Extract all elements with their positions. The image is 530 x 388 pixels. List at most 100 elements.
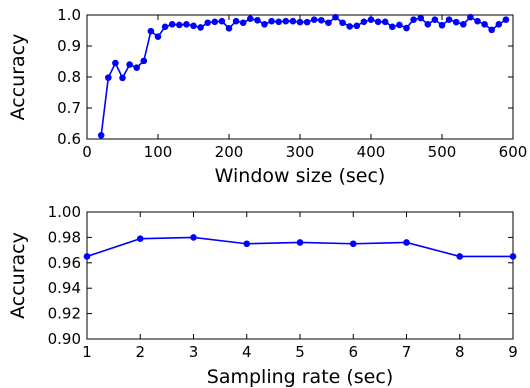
chart-2-data-point [403, 239, 410, 246]
chart-1-data-point [310, 16, 318, 23]
chart-1-data-point [396, 21, 403, 29]
chart-1-data-point [452, 18, 460, 26]
chart-2-x-tick-label: 9 [508, 343, 518, 361]
chart-1-data-point [296, 18, 304, 26]
chart-1-data-point [460, 21, 467, 28]
chart-1-y-tick-label: 1.0 [57, 6, 81, 24]
chart-2-data-point [190, 234, 197, 241]
chart-1-data-point [502, 16, 510, 23]
chart-1-x-tick-label: 600 [499, 143, 528, 161]
chart-1-data-point [239, 19, 247, 27]
chart-1-data-point [183, 21, 190, 28]
chart-1-series-line [100, 16, 507, 136]
chart-1-data-point [168, 21, 176, 28]
chart-1-data-point [97, 131, 105, 139]
chart-1-data-point [289, 17, 297, 25]
chart-2-x-tick-label: 6 [348, 343, 358, 361]
chart-1-data-point [197, 24, 204, 31]
chart-2-data-point [456, 253, 464, 260]
chart-1-data-point [417, 14, 425, 22]
chart-2-x-tick-label: 2 [135, 343, 145, 361]
chart-1-x-tick-label: 0 [82, 143, 92, 161]
chart-1-data-point [140, 57, 148, 65]
chart-2-x-tick-label: 5 [295, 343, 305, 361]
chart-2-x-tick-label: 1 [82, 343, 92, 361]
chart-2-y-tick-label: 0.98 [48, 228, 81, 246]
chart-1-y-tick-label: 0.6 [57, 130, 81, 148]
chart-2-data-point [243, 240, 251, 248]
chart-2-y-tick-label: 0.92 [48, 305, 81, 323]
chart-1-data-point [431, 16, 439, 23]
chart-1-x-tick-label: 200 [215, 143, 244, 161]
chart-1-data-point [254, 16, 261, 24]
chart-1-data-point [403, 24, 410, 32]
chart-1-x-tick-label: 400 [357, 143, 386, 161]
chart-2-plot-frame [86, 211, 514, 340]
chart-2-y-tick-label: 0.94 [48, 279, 81, 297]
chart-1-data-point [154, 33, 162, 41]
chart-1-data-point [147, 27, 155, 35]
chart-1-data-point [126, 61, 133, 68]
chart-1-data-point [360, 18, 368, 26]
chart-1-data-point [488, 26, 496, 34]
chart-2-data-point [296, 239, 304, 246]
chart-1-y-tick-label: 0.7 [57, 99, 81, 117]
chart-2-y-tick-label: 1.00 [48, 203, 81, 221]
chart-2-x-tick-label: 3 [189, 343, 199, 361]
chart-1-data-point [474, 17, 481, 25]
chart-1-data-point [303, 18, 311, 26]
chart-1-data-point [112, 59, 119, 67]
chart-1-data-point [211, 18, 219, 26]
chart-1-data-point [176, 21, 183, 29]
chart-1-data-point [190, 22, 197, 30]
chart-2-data-point [136, 235, 144, 242]
chart-1-y-axis-label: Accuracy [7, 34, 29, 121]
chart-1-data-point [438, 21, 446, 29]
chart-1-x-tick-label: 100 [144, 143, 173, 161]
chart-1-data-point [374, 18, 382, 26]
chart-1-data-point [445, 16, 453, 23]
chart-1-data-point [247, 15, 254, 23]
chart-1-data-point [218, 17, 226, 25]
chart-1-data-point [410, 16, 417, 23]
chart-2-x-axis-label: Sampling rate (sec) [207, 366, 393, 388]
chart-1-data-point [346, 23, 354, 30]
chart-1-x-tick-label: 300 [286, 143, 315, 161]
chart-2-y-tick-label: 0.96 [48, 254, 81, 272]
chart-1-data-point [232, 17, 240, 25]
chart-1-data-point [282, 17, 290, 25]
chart-1-data-point [161, 23, 169, 31]
chart-2-y-tick-label: 0.90 [48, 330, 81, 348]
chart-1-data-point [495, 21, 503, 28]
chart-1-data-point [332, 13, 339, 21]
chart-1-data-point [318, 16, 325, 24]
chart-1-data-point [119, 74, 126, 82]
chart-1-data-point [225, 25, 233, 32]
chart-2-y-axis-label: Accuracy [7, 232, 29, 319]
chart-1-y-tick-label: 0.9 [57, 37, 81, 55]
chart-1-x-axis-label: Window size (sec) [215, 165, 386, 187]
chart-1-data-point [424, 21, 432, 28]
chart-1-data-point [353, 22, 361, 30]
chart-1-x-tick-label: 500 [428, 143, 457, 161]
chart-1-data-point [367, 16, 375, 23]
chart-1-data-point [481, 21, 488, 28]
chart-1-data-point [268, 17, 275, 25]
chart-2-x-tick-label: 4 [242, 343, 252, 361]
chart-2-x-tick-label: 8 [455, 343, 465, 361]
chart-1-data-point [339, 19, 346, 27]
chart-2-x-tick-label: 7 [402, 343, 412, 361]
chart-1-data-point [381, 18, 389, 26]
chart-1-data-point [261, 21, 268, 28]
chart-1-y-tick-label: 0.8 [57, 68, 81, 86]
chart-2-data-point [349, 240, 357, 248]
chart-1-data-point [133, 64, 140, 71]
chart-1-data-point [204, 19, 211, 27]
chart-1-data-point [389, 23, 396, 31]
chart-1-data-point [467, 13, 474, 21]
chart-1-data-point [105, 74, 112, 81]
chart-2-data-point [83, 253, 91, 260]
chart-2-data-point [509, 253, 517, 260]
chart-1-data-point [325, 19, 332, 27]
